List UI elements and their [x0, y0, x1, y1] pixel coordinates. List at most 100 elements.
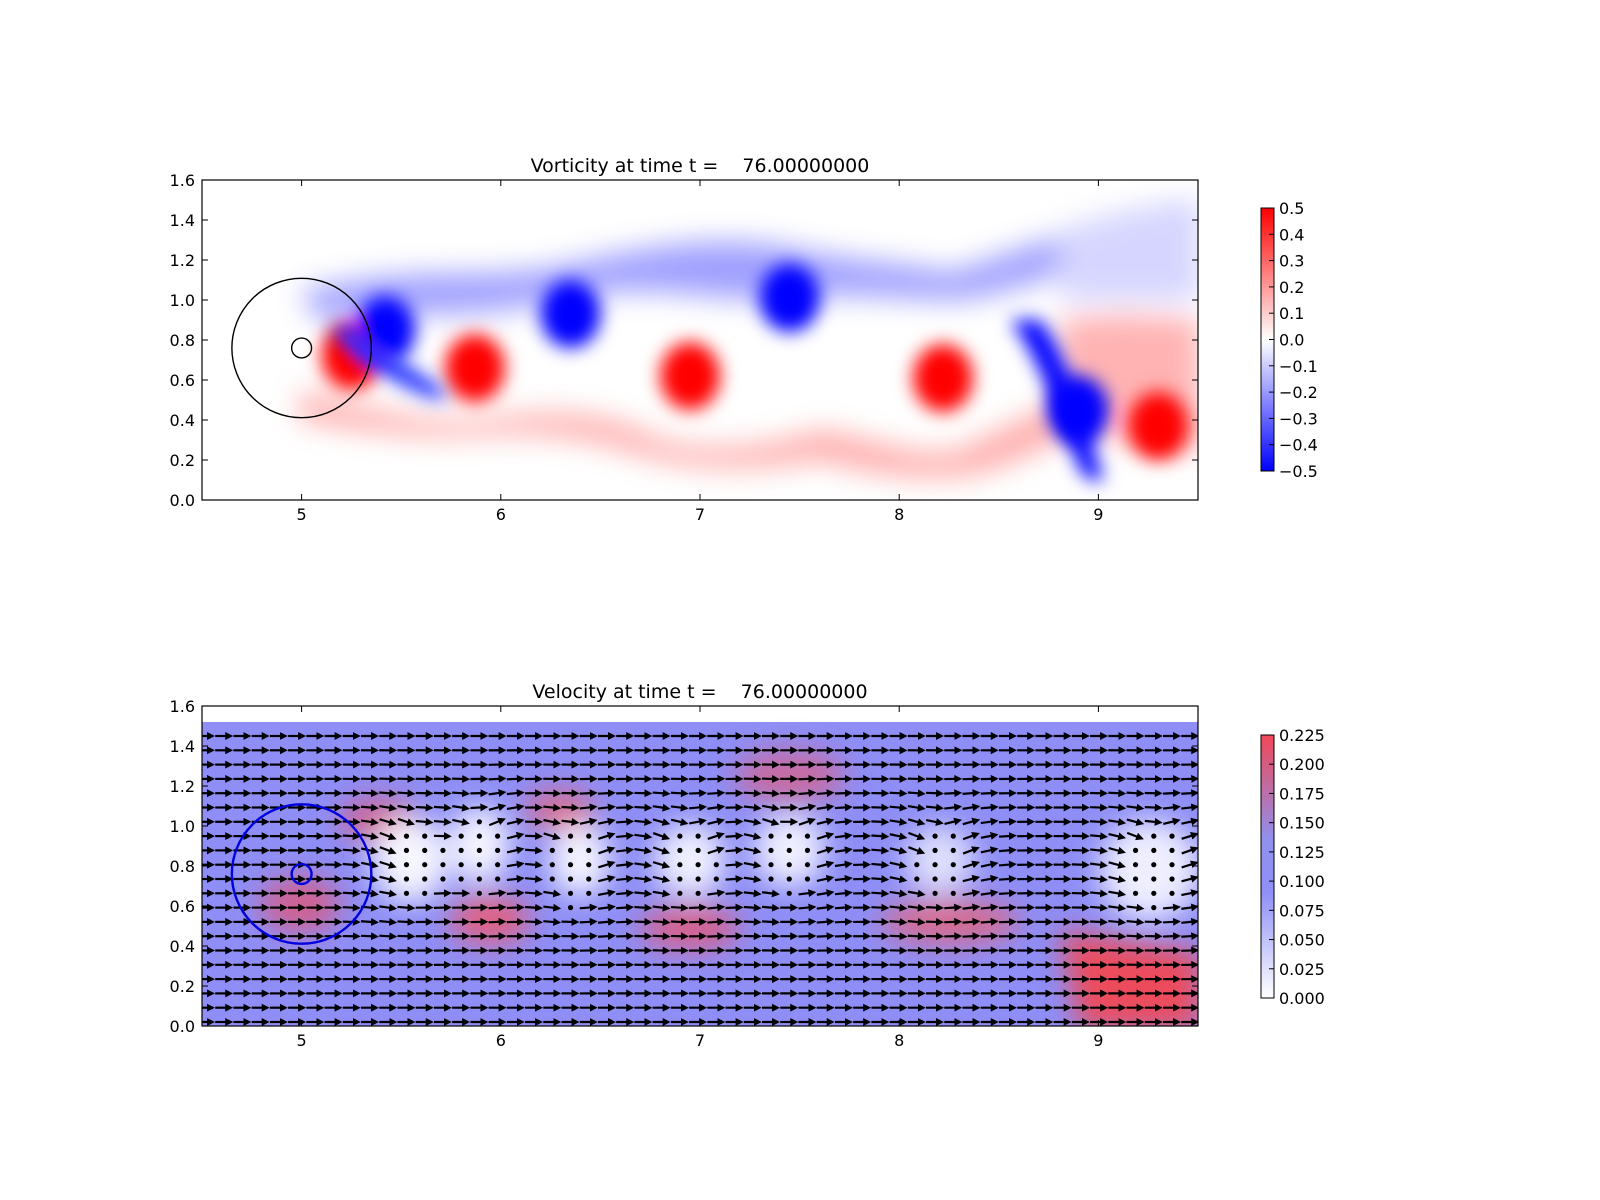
quiver-arrow — [798, 789, 817, 798]
quiver-dot — [567, 847, 574, 854]
quiver-arrow — [998, 874, 1017, 883]
quiver-dot — [476, 876, 482, 882]
quiver-arrow — [1162, 789, 1181, 798]
vorticity-colorbar-ticks: 0.5 0.4 0.3 0.2 0.1 0.0 −0.1 −0.2 −0.3 −0.4 −0.5 — [1269, 199, 1318, 481]
quiver-dot — [1151, 862, 1157, 868]
velocity-y-tick-label: 0.8 — [170, 857, 195, 876]
quiver-arrow — [506, 803, 525, 812]
quiver-arrow — [962, 874, 981, 883]
velocity-x-tick-label: 9 — [1093, 1031, 1103, 1050]
vorticity-colorbar-tick-label: 0.1 — [1279, 304, 1304, 323]
quiver-dot — [440, 847, 446, 854]
quiver-dot — [476, 819, 482, 825]
quiver-arrow — [360, 832, 379, 841]
quiver-arrow — [926, 818, 944, 826]
quiver-arrow — [506, 832, 525, 840]
quiver-arrow — [1126, 818, 1145, 826]
quiver-arrow — [1108, 918, 1127, 926]
quiver-arrow — [816, 889, 835, 898]
quiver-dot — [549, 876, 555, 882]
quiver-dot — [677, 890, 683, 896]
vorticity-colorbar-tick-label: 0.2 — [1279, 278, 1304, 297]
quiver-arrow — [743, 903, 762, 912]
quiver-arrow — [342, 860, 361, 869]
quiver-arrow — [652, 903, 671, 912]
quiver-arrow — [743, 818, 762, 826]
quiver-arrow — [379, 803, 398, 812]
quiver-dot — [495, 833, 501, 839]
quiver-dot — [786, 862, 792, 868]
quiver-arrow — [379, 818, 397, 826]
quiver-arrow — [1181, 889, 1198, 897]
velocity-y-tick-label: 1.0 — [170, 817, 195, 836]
quiver-arrow — [980, 846, 999, 855]
quiver-arrow — [579, 903, 598, 912]
velocity-slow-core — [905, 826, 975, 894]
quiver-arrow — [889, 832, 908, 841]
velocity-slow-core — [655, 824, 725, 896]
quiver-arrow — [725, 860, 744, 869]
quiver-dot — [567, 890, 574, 896]
quiver-arrow — [652, 875, 671, 884]
quiver-arrow — [926, 903, 944, 912]
quiver-arrow — [798, 803, 817, 812]
quiver-arrow — [488, 803, 507, 812]
cylinder-circle — [290, 337, 313, 359]
vorticity-y-tick-label: 1.0 — [170, 291, 195, 310]
quiver-dot — [768, 847, 774, 854]
quiver-arrow — [488, 789, 507, 797]
vorticity-colorbar-tick-label: −0.4 — [1279, 436, 1318, 455]
quiver-arrow — [634, 817, 653, 826]
quiver-arrow — [397, 917, 416, 926]
quiver-arrow — [597, 817, 616, 826]
quiver-arrow — [834, 889, 853, 898]
quiver-arrow — [616, 903, 635, 912]
quiver-arrow — [707, 789, 726, 798]
vorticity-sheet-lower — [300, 340, 1198, 477]
quiver-arrow — [1108, 932, 1127, 941]
quiver-arrow — [525, 846, 543, 855]
quiver-arrow — [597, 932, 616, 941]
quiver-arrow — [816, 860, 835, 869]
quiver-arrow — [761, 789, 780, 798]
quiver-arrow — [743, 803, 762, 812]
quiver-arrow — [634, 889, 653, 898]
quiver-arrow — [452, 818, 470, 826]
quiver-arrow — [980, 889, 999, 898]
quiver-arrow — [962, 803, 981, 812]
quiver-arrow — [597, 917, 616, 926]
quiver-arrow — [379, 789, 398, 798]
quiver-arrow — [761, 903, 780, 912]
vortex-positive — [1128, 392, 1189, 460]
quiver-arrow — [962, 917, 981, 926]
quiver-arrow — [1108, 803, 1127, 812]
quiver-dot — [403, 833, 410, 839]
quiver-arrow — [360, 818, 379, 826]
quiver-arrow — [1181, 874, 1198, 883]
quiver-dot — [458, 833, 464, 839]
quiver-arrow — [379, 831, 397, 841]
quiver-arrow — [907, 818, 926, 826]
quiver-arrow — [579, 803, 598, 812]
quiver-arrow — [908, 831, 926, 841]
velocity-x-tick-label: 7 — [695, 1031, 705, 1050]
quiver-dot — [403, 890, 410, 896]
cylinder-circle — [230, 803, 373, 945]
velocity-x-tick-label: 5 — [297, 1031, 307, 1050]
velocity-y-axis: 0.0 0.2 0.4 0.6 0.8 1.0 1.2 1.4 1.6 — [170, 697, 1198, 1036]
quiver-arrow — [525, 917, 543, 926]
quiver-arrow — [707, 803, 726, 812]
cylinder-circle — [290, 862, 313, 886]
quiver-arrow — [1181, 817, 1198, 826]
quiver-arrow — [962, 932, 981, 941]
quiver-arrow — [670, 803, 689, 812]
quiver-arrow — [1090, 889, 1108, 898]
quiver-arrow — [360, 889, 379, 898]
quiver-dot — [695, 862, 701, 868]
quiver-arrow — [1108, 903, 1127, 912]
quiver-arrow — [871, 846, 890, 855]
quiver-arrow — [415, 817, 434, 826]
quiver-arrow — [342, 889, 361, 898]
quiver-dot — [586, 847, 592, 854]
velocity-y-tick-label: 0.6 — [170, 897, 195, 916]
